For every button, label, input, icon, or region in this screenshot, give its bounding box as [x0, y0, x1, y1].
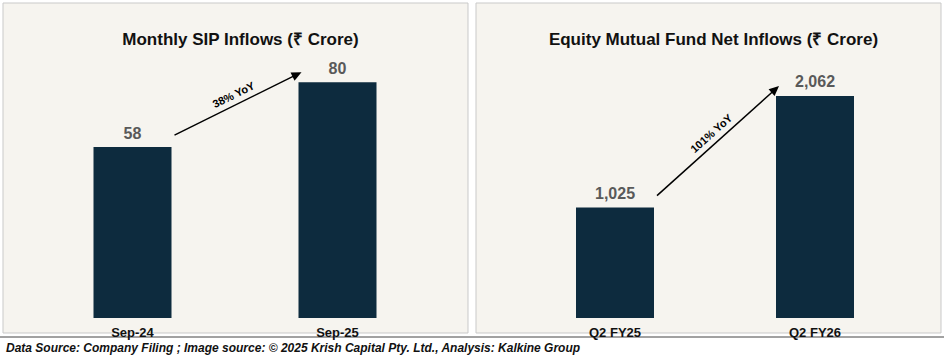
- svg-text:2,062: 2,062: [795, 73, 835, 90]
- svg-text:101% YoY: 101% YoY: [688, 111, 735, 155]
- svg-text:Data Source: Company Filing ;: Data Source: Company Filing ; Image sour…: [6, 341, 580, 355]
- svg-text:Sep-25: Sep-25: [316, 325, 359, 340]
- svg-text:1,025: 1,025: [595, 185, 635, 202]
- svg-text:Q2 FY26: Q2 FY26: [789, 325, 841, 340]
- svg-text:Sep-24: Sep-24: [111, 325, 154, 340]
- svg-text:38% YoY: 38% YoY: [211, 79, 258, 110]
- svg-text:Equity Mutual Fund Net Inflows: Equity Mutual Fund Net Inflows (₹ Crore): [549, 30, 878, 49]
- svg-text:Q2 FY25: Q2 FY25: [589, 325, 641, 340]
- svg-text:58: 58: [124, 125, 142, 142]
- svg-text:Monthly SIP Inflows (₹ Crore): Monthly SIP Inflows (₹ Crore): [122, 30, 358, 49]
- svg-text:80: 80: [329, 60, 347, 77]
